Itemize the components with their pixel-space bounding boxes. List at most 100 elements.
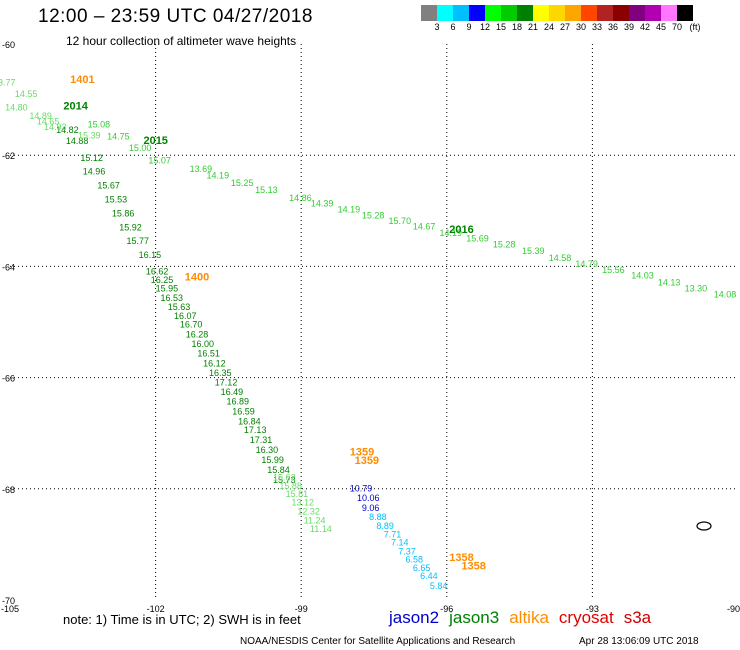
swh-value-label: 10.06: [357, 493, 380, 503]
swh-value-label: 11.14: [310, 524, 332, 534]
y-tick-label: -68: [2, 485, 15, 495]
colorbar-swatch: [437, 5, 453, 21]
swh-value-label: 15.56: [602, 265, 625, 275]
swh-value-label: 16.25: [151, 275, 174, 285]
colorbar-swatch: [597, 5, 613, 21]
swh-value-label: 15.12: [80, 153, 103, 163]
footer-note: note: 1) Time is in UTC; 2) SWH is in fe…: [63, 612, 301, 627]
legend-entry: s3a: [623, 608, 652, 627]
x-tick-label: -90: [727, 604, 740, 614]
swh-value-label: 15.28: [362, 211, 385, 221]
swh-value-label: 13.30: [685, 283, 708, 293]
swh-value-label: 15.08: [88, 119, 111, 129]
colorbar-label: 6: [450, 22, 456, 32]
swh-value-label: 15.39: [522, 246, 545, 256]
colorbar-label: 33: [591, 22, 603, 32]
swh-value-label: 16.30: [256, 445, 279, 455]
swh-value-label: 14.93: [44, 122, 67, 132]
colorbar-swatch: [453, 5, 469, 21]
chart-title: 12:00 – 23:59 UTC 04/27/2018: [38, 6, 313, 27]
colorbar-label: 42: [639, 22, 651, 32]
colorbar-label: 24: [543, 22, 555, 32]
swh-value-label: 14.67: [413, 222, 436, 232]
swh-value-label: 10.79: [350, 484, 373, 494]
pass-time-label: 1401: [70, 74, 94, 86]
y-tick-label: -70: [2, 596, 15, 606]
swh-value-label: 14.79: [575, 259, 598, 269]
x-tick-label: -96: [440, 604, 453, 614]
colorbar-swatch: [549, 5, 565, 21]
swh-value-label: 15.92: [119, 222, 142, 232]
swh-value-label: 16.53: [160, 293, 183, 303]
legend-entry: jason3: [449, 608, 500, 627]
chart-subtitle: 12 hour collection of altimeter wave hei…: [66, 34, 297, 48]
swh-value-label: 16.62: [146, 267, 169, 277]
swh-value-label: 15.13: [255, 185, 278, 195]
x-tick-label: -102: [147, 604, 165, 614]
colorbar: [421, 5, 693, 21]
swh-value-label: 14.19: [207, 171, 230, 181]
colorbar-swatch: [501, 5, 517, 21]
swh-value-label: 14.88: [66, 136, 89, 146]
swh-value-label: 13.77: [0, 78, 16, 88]
swh-value-label: 14.19: [338, 204, 361, 214]
colorbar-swatch: [645, 5, 661, 21]
swh-value-label: 14.08: [714, 290, 737, 300]
swh-value-label: 16.59: [232, 406, 255, 416]
swh-value-label: 6.58: [406, 555, 424, 565]
swh-value-label: 7.14: [391, 538, 409, 548]
colorbar-label: 70: [671, 22, 683, 32]
swh-value-label: 16.49: [221, 387, 244, 397]
swh-value-label: 14.13: [658, 277, 681, 287]
swh-value-label: 14.86: [289, 193, 312, 203]
colorbar-swatch: [485, 5, 501, 21]
swh-value-label: 14.58: [549, 253, 572, 263]
swh-value-label: 17.31: [250, 435, 273, 445]
colorbar-label: (ft): [689, 22, 701, 32]
swh-value-label: 15.28: [493, 239, 516, 249]
swh-value-label: 15.88: [279, 481, 302, 491]
swh-value-label: 13.69: [190, 164, 213, 174]
x-tick-label: -105: [1, 604, 19, 614]
pass-time-label: 1359: [355, 455, 379, 467]
colorbar-swatch: [629, 5, 645, 21]
swh-value-label: 15.39: [78, 131, 101, 141]
swh-value-label: 7.37: [398, 546, 416, 556]
swh-value-label: 14.75: [107, 132, 130, 142]
footer-timestamp: Apr 28 13:06:09 UTC 2018: [579, 636, 699, 647]
swh-value-label: 14.39: [311, 198, 334, 208]
colorbar-swatch: [581, 5, 597, 21]
pass-time-label: 1400: [185, 271, 209, 283]
colorbar-label: 36: [607, 22, 619, 32]
swh-value-label: 16.89: [226, 396, 249, 406]
colorbar-swatch: [517, 5, 533, 21]
swh-value-label: 16.35: [209, 368, 232, 378]
swh-value-label: 16.84: [238, 416, 261, 426]
swh-value-label: 15.84: [267, 465, 290, 475]
swh-value-label: 14.82: [56, 125, 79, 135]
pass-time-label: 2014: [63, 101, 88, 113]
x-tick-label: -93: [586, 604, 599, 614]
swh-value-label: 15.81: [286, 489, 309, 499]
swh-value-label: 14.19: [440, 228, 463, 238]
swh-value-label: 15.95: [156, 283, 179, 293]
swh-value-label: 15.00: [129, 143, 152, 153]
y-tick-label: -60: [2, 40, 15, 50]
colorbar-label: 39: [623, 22, 635, 32]
swh-value-label: 16.51: [197, 348, 220, 358]
colorbar-label: 30: [575, 22, 587, 32]
swh-value-label: 17.12: [215, 377, 238, 387]
pass-time-label: 2015: [143, 135, 167, 147]
colorbar-swatch: [613, 5, 629, 21]
colorbar-swatch: [421, 5, 437, 21]
swh-value-label: 14.65: [37, 117, 60, 127]
legend-entry: jason2: [389, 608, 440, 627]
legend-entry: altika: [509, 608, 549, 627]
colorbar-label: 12: [479, 22, 491, 32]
colorbar-label: 9: [466, 22, 472, 32]
swh-value-label: 15.07: [148, 156, 171, 166]
swh-value-label: 8.89: [376, 521, 394, 531]
pass-time-label: 1358: [449, 552, 473, 564]
colorbar-swatch: [469, 5, 485, 21]
swh-value-label: 15.67: [97, 181, 120, 191]
